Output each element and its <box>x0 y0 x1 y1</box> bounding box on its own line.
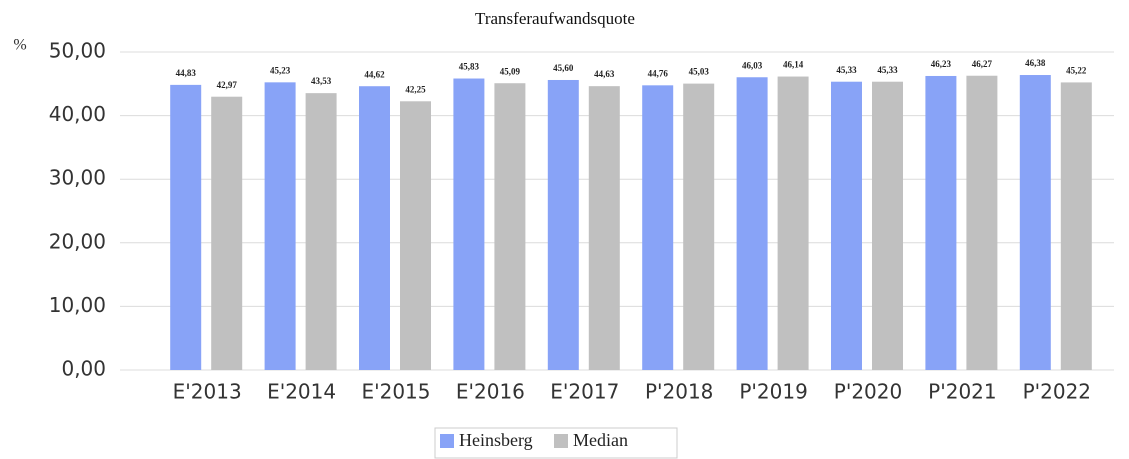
x-tick-label: E'2015 <box>361 380 430 404</box>
value-label: 44,62 <box>364 69 385 79</box>
bar <box>831 81 862 370</box>
bar <box>872 81 903 370</box>
value-label: 45,83 <box>459 62 480 72</box>
y-tick-label: 50,00 <box>49 39 106 63</box>
y-tick-label: 10,00 <box>49 293 106 317</box>
bar <box>305 93 337 370</box>
bar <box>925 75 957 370</box>
value-label: 46,38 <box>1025 58 1046 68</box>
bar <box>777 76 809 371</box>
bar <box>170 84 202 371</box>
bar <box>400 101 431 370</box>
x-tick-label: P'2020 <box>834 380 902 404</box>
x-tick-label: P'2021 <box>928 380 996 404</box>
bar <box>966 75 998 370</box>
value-label: 45,23 <box>270 65 291 75</box>
bar <box>1019 75 1051 371</box>
bar <box>211 96 243 370</box>
value-label: 45,09 <box>500 66 521 76</box>
x-tick-label: E'2016 <box>456 380 525 404</box>
value-label: 44,83 <box>176 68 197 78</box>
legend-swatch <box>554 434 568 448</box>
chart-title: Transferaufwandsquote <box>475 9 635 28</box>
legend-box <box>434 427 678 459</box>
bar <box>494 83 526 370</box>
value-label: 46,23 <box>931 59 952 69</box>
legend-swatch <box>440 434 454 448</box>
value-label: 45,33 <box>836 65 857 75</box>
y-tick-label: 0,00 <box>61 357 106 381</box>
value-label: 45,33 <box>877 65 898 75</box>
x-tick-label: E'2017 <box>550 380 619 404</box>
bar <box>359 86 390 370</box>
y-tick-label: 40,00 <box>49 102 106 126</box>
bar <box>683 83 715 371</box>
bar <box>736 77 768 370</box>
y-tick-label: 30,00 <box>49 166 106 190</box>
bar <box>642 85 674 370</box>
value-label: 45,03 <box>689 67 710 77</box>
bar <box>264 82 296 371</box>
value-label: 46,27 <box>972 59 993 69</box>
value-label: 44,63 <box>594 69 615 79</box>
value-label: 42,25 <box>405 84 426 94</box>
x-tick-label: P'2018 <box>645 380 713 404</box>
x-tick-label: E'2013 <box>173 380 242 404</box>
y-tick-label: 20,00 <box>49 229 106 253</box>
value-label: 43,53 <box>311 76 332 86</box>
y-axis-label: % <box>13 37 26 54</box>
bar <box>453 78 485 370</box>
x-tick-label: P'2022 <box>1023 380 1091 404</box>
legend-label: Heinsberg <box>459 430 533 450</box>
x-tick-label: P'2019 <box>739 380 807 404</box>
legend-label: Median <box>573 430 628 450</box>
bar <box>547 79 579 370</box>
value-label: 45,22 <box>1066 65 1087 75</box>
value-label: 46,14 <box>783 60 804 70</box>
bar <box>1060 82 1092 370</box>
value-label: 44,76 <box>648 68 669 78</box>
value-label: 45,60 <box>553 63 574 73</box>
x-tick-label: E'2014 <box>267 380 336 404</box>
value-label: 42,97 <box>217 80 238 90</box>
bar <box>588 86 620 370</box>
value-label: 46,03 <box>742 60 763 70</box>
